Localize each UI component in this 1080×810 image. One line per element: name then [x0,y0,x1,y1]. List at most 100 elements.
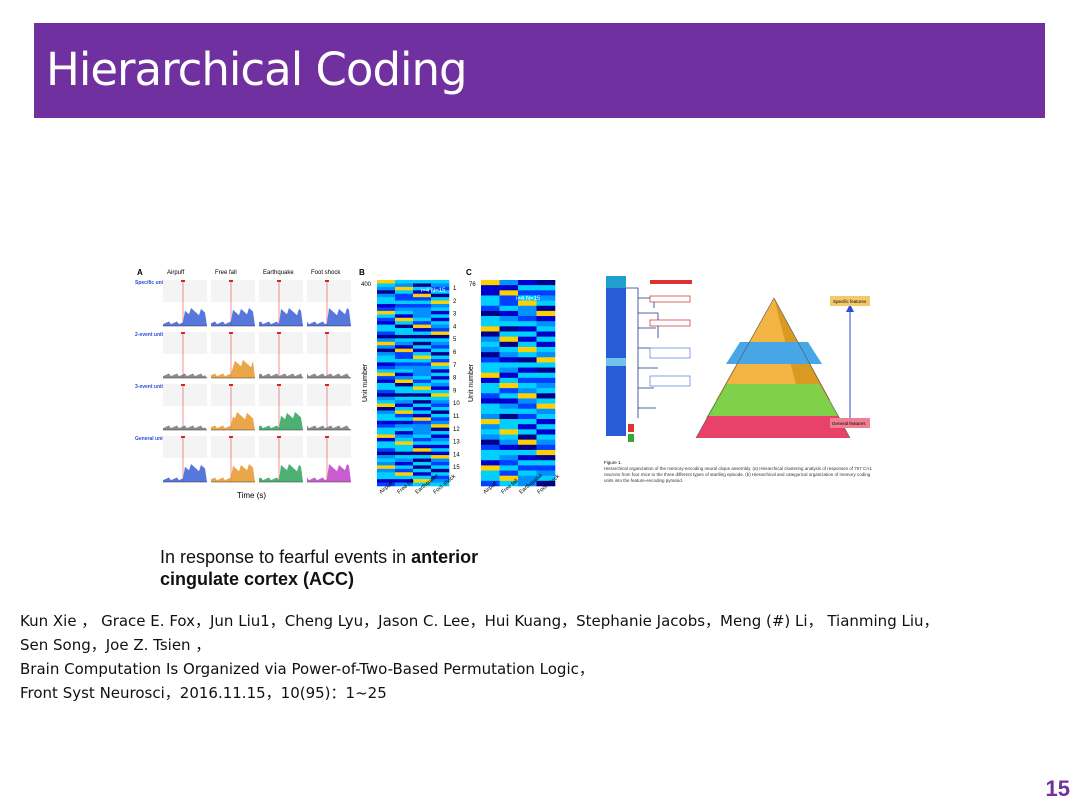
heatmap-cell [431,393,450,398]
heatmap-cell [377,389,396,394]
heatmap-cell [377,393,396,398]
heatmap-cell [481,362,500,368]
heatmap-cell [536,475,556,482]
heatmap-cell [377,444,396,449]
heatmap-cell [518,393,537,399]
authors-line2: Sen Song，Joe Z. Tsien ， [20,636,211,654]
heatmap-cell [431,461,450,466]
cluster-label: 1 [453,286,457,292]
raster-plot [163,436,207,458]
heatmap-cell [395,358,414,363]
heatmap-cell [481,336,500,343]
heatmap-cell [536,429,556,435]
heatmap-cell [413,479,432,483]
cluster-label: 12 [453,427,460,433]
heatmap-cell [395,362,414,367]
heatmap-cell [413,376,432,380]
heatmap-cell [431,468,450,473]
heatmap-cell [413,455,432,459]
column-label: Foot shock [311,270,341,276]
heatmap-cell [499,280,519,286]
heatmap-cell [395,328,414,332]
paper-title: Brain Computation Is Organized via Power… [20,660,594,678]
heatmap-cell [395,437,414,442]
heatmap-cell [413,304,432,308]
heatmap-cell [377,461,396,466]
heatmap-cell [481,321,500,327]
raster-plot [211,384,255,406]
raster-plot [259,436,303,458]
heatmap-cell [499,449,519,456]
heatmap-cell [518,367,537,373]
heatmap-cell [377,383,396,387]
heatmap-cell [481,305,500,312]
heatmap-cell [481,439,500,446]
column-label: Free fall [215,270,237,276]
heatmap-cell [395,290,414,295]
heatmap-cell [377,293,396,298]
heatmap-cell [413,424,432,428]
cluster-label: 9 [453,388,457,394]
raster-plot [307,436,351,458]
heatmap-cell [413,396,432,401]
heatmap-cell [518,305,537,312]
heatmap-cell [413,280,432,284]
heatmap-cell [536,388,556,394]
caption-line1: In response to fearful events in [160,547,412,567]
time-axis-label: Time (s) [237,491,266,500]
heatmap-cell [431,372,450,377]
heatmap-cell [377,479,396,483]
heatmap-cell [395,331,414,336]
heatmap-cell [377,427,396,432]
heatmap-cell [481,393,500,399]
psth-histogram [259,373,303,378]
heatmap-cell [431,465,450,470]
heatmap-cell [518,413,537,420]
heatmap-cell [518,424,537,430]
heatmap-cell [377,304,396,308]
heatmap-cell [377,455,396,459]
heatmap-cell [413,286,432,291]
heatmap-cell [377,458,396,463]
heatmap-cell [518,470,537,476]
psth-histogram [307,425,351,430]
heatmap-cell [377,365,396,370]
heatmap-cell [499,439,519,446]
heatmap-cell [431,304,450,308]
cluster-label: 6 [453,350,457,356]
heatmap-cell [395,280,414,284]
heatmap-cell [395,297,414,301]
heatmap-cell [395,317,414,322]
cluster-label: 13 [453,440,460,446]
heatmap-cell [518,346,537,353]
heatmap-cell [481,300,500,307]
heatmap-cell [395,314,414,319]
specific-features-box [830,296,870,306]
heatmap-cell [431,338,450,343]
row-label: Specific unit [135,280,165,286]
heatmap-cell [413,290,432,295]
heatmap-cell [377,407,396,411]
heatmap-cell [395,400,414,404]
heatmap-cell [431,307,450,312]
heatmap-cell [499,326,519,332]
raster-plot [307,280,351,302]
heatmap-cell [481,285,500,291]
heatmap-cell [536,455,556,461]
heatmap-cell [499,398,519,404]
heatmap-cell [395,389,414,394]
cluster-label: 15 [453,465,460,471]
heatmap-cell [431,300,450,305]
heatmap-cell [377,300,396,305]
heatmap-cell [395,396,414,401]
heatmap-cell [431,334,450,339]
heatmap-cell [431,317,450,322]
heatmap-cell [431,475,450,480]
heatmap-cell [431,424,450,428]
heatmap-cell [518,460,537,466]
heatmap-cell [518,357,537,363]
heatmap-cell [481,326,500,332]
heatmap-cell [481,429,500,435]
heatmap-cell [431,400,450,404]
heatmap-cell [499,346,519,353]
